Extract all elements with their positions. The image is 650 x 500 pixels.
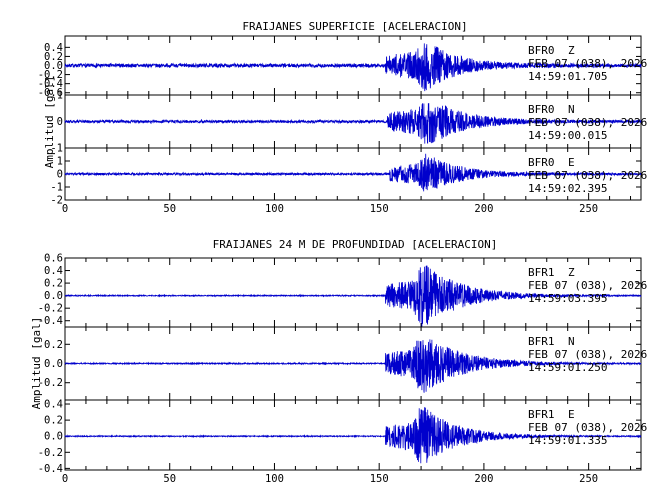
- x-tick-label-0: 50: [163, 203, 176, 215]
- x-tick-label-1: 100: [265, 473, 284, 485]
- date-label-c0-bfr0-e: FEB 07 (038), 2026: [528, 169, 647, 182]
- date-label-c1-bfr1-z: FEB 07 (038), 2026: [528, 279, 647, 292]
- y-tick-label-c1-bfr1-z: -0.4: [38, 315, 63, 327]
- component-label-c1-bfr1-n: N: [568, 335, 575, 348]
- waveform-c1-bfr1-e: [64, 407, 642, 464]
- y-tick-label-c0-bfr0-z: 0.2: [44, 51, 63, 63]
- x-tick-label-0: 100: [265, 203, 284, 215]
- y-tick-label-c0-bfr0-z: 0.0: [44, 60, 63, 72]
- y-tick-label-c0-bfr0-z: 0.4: [44, 42, 63, 54]
- y-tick-label-c0-bfr0-n: -1: [50, 143, 63, 155]
- time-label-c0-bfr0-z: 14:59:01.705: [528, 70, 607, 83]
- date-label-c0-bfr0-n: FEB 07 (038), 2026: [528, 116, 647, 129]
- station-label-c1-bfr1-z: BFR1: [528, 266, 555, 279]
- ylabel-depth: Amplitud [gal]: [30, 317, 43, 410]
- y-tick-label-c1-bfr1-e: 0.2: [44, 415, 63, 427]
- time-label-c0-bfr0-e: 14:59:02.395: [528, 182, 607, 195]
- date-label-c1-bfr1-n: FEB 07 (038), 2026: [528, 348, 647, 361]
- x-tick-label-1: 50: [163, 473, 176, 485]
- x-tick-label-0: 250: [579, 203, 598, 215]
- waveform-c0-bfr0-e: [64, 153, 642, 192]
- station-label-c0-bfr0-z: BFR0: [528, 44, 555, 57]
- y-tick-label-c0-bfr0-n: 0: [57, 116, 63, 128]
- chart-title-surface: FRAIJANES SUPERFICIE [ACELERACION]: [242, 20, 467, 33]
- y-tick-label-c1-bfr1-z: -0.2: [38, 303, 63, 315]
- ylabel-surface: Amplitud [gal]: [43, 76, 56, 169]
- waveform-c1-bfr1-n: [64, 339, 642, 393]
- y-tick-label-c1-bfr1-z: 0.0: [44, 290, 63, 302]
- x-tick-label-1: 150: [370, 473, 389, 485]
- time-label-c1-bfr1-e: 14:59:01.335: [528, 434, 607, 447]
- y-tick-label-c0-bfr0-n: 1: [57, 90, 63, 102]
- waveform-c0-bfr0-n: [64, 103, 642, 144]
- y-tick-label-c1-bfr1-e: 0.0: [44, 431, 63, 443]
- y-tick-label-c1-bfr1-n: 0.0: [44, 358, 63, 370]
- date-label-c0-bfr0-z: FEB 07 (038), 2026: [528, 57, 647, 70]
- time-label-c1-bfr1-z: 14:59:03.395: [528, 292, 607, 305]
- y-tick-label-c1-bfr1-n: 0.2: [44, 339, 63, 351]
- y-tick-label-c0-bfr0-e: -1: [50, 182, 63, 194]
- y-tick-label-c1-bfr1-z: 0.2: [44, 278, 63, 290]
- x-tick-label-0: 200: [474, 203, 493, 215]
- station-label-c1-bfr1-e: BFR1: [528, 408, 555, 421]
- component-label-c1-bfr1-e: E: [568, 408, 575, 421]
- x-tick-label-0: 150: [370, 203, 389, 215]
- y-tick-label-c1-bfr1-z: 0.6: [44, 253, 63, 265]
- chart-title-depth: FRAIJANES 24 M DE PROFUNDIDAD [ACELERACI…: [213, 238, 498, 251]
- y-tick-label-c0-bfr0-z: -0.6: [38, 87, 63, 99]
- y-tick-label-c1-bfr1-z: 0.4: [44, 265, 63, 277]
- date-label-c1-bfr1-e: FEB 07 (038), 2026: [528, 421, 647, 434]
- y-tick-label-c0-bfr0-z: -0.2: [38, 69, 63, 81]
- time-label-c0-bfr0-n: 14:59:00.015: [528, 129, 607, 142]
- y-tick-label-c0-bfr0-z: -0.4: [38, 78, 63, 90]
- waveform-c1-bfr1-z: [64, 265, 642, 327]
- y-tick-label-c0-bfr0-e: 0: [57, 169, 63, 181]
- component-label-c1-bfr1-z: Z: [568, 266, 575, 279]
- time-label-c1-bfr1-n: 14:59:01.250: [528, 361, 607, 374]
- component-label-c0-bfr0-z: Z: [568, 44, 575, 57]
- station-label-c1-bfr1-n: BFR1: [528, 335, 555, 348]
- y-tick-label-c0-bfr0-e: 1: [57, 156, 63, 168]
- station-label-c0-bfr0-n: BFR0: [528, 103, 555, 116]
- waveform-c0-bfr0-z: [64, 43, 642, 92]
- y-tick-label-c1-bfr1-n: -0.2: [38, 377, 63, 389]
- x-tick-label-1: 250: [579, 473, 598, 485]
- y-tick-label-c1-bfr1-e: -0.4: [38, 463, 63, 475]
- x-tick-label-0: 0: [62, 203, 68, 215]
- x-tick-label-1: 0: [62, 473, 68, 485]
- y-tick-label-c0-bfr0-e: -2: [50, 195, 63, 207]
- x-tick-label-1: 200: [474, 473, 493, 485]
- component-label-c0-bfr0-n: N: [568, 103, 575, 116]
- station-label-c0-bfr0-e: BFR0: [528, 156, 555, 169]
- component-label-c0-bfr0-e: E: [568, 156, 575, 169]
- y-tick-label-c1-bfr1-e: -0.2: [38, 447, 63, 459]
- y-tick-label-c1-bfr1-e: 0.4: [44, 399, 63, 411]
